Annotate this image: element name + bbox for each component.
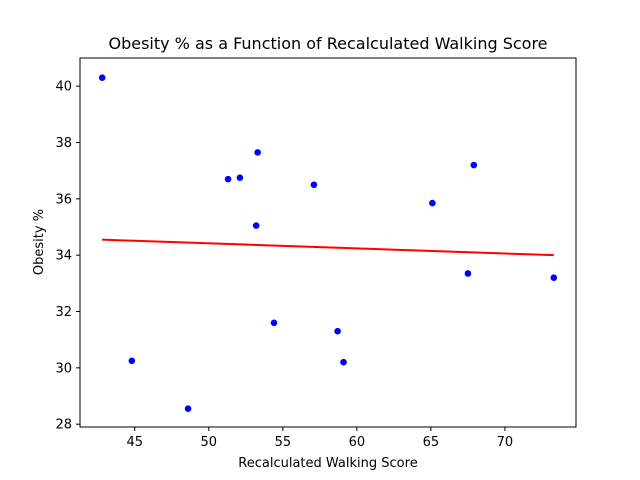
- x-tick-label: 55: [275, 435, 292, 450]
- data-point: [184, 405, 192, 412]
- data-point: [550, 274, 558, 282]
- x-axis-label: Recalculated Walking Score: [238, 456, 417, 471]
- data-point: [128, 357, 136, 365]
- y-axis-ticks: 28 30 32 34 36 38 40: [55, 80, 80, 433]
- x-tick-label: 50: [201, 435, 218, 450]
- y-tick-label: 36: [55, 192, 72, 207]
- data-point: [310, 181, 318, 189]
- y-tick-label: 32: [55, 305, 72, 320]
- data-point: [429, 199, 436, 207]
- chart-title: Obesity % as a Function of Recalculated …: [108, 34, 547, 53]
- plot-frame: [79, 57, 577, 428]
- y-tick-label: 40: [55, 80, 72, 95]
- plot-content: [98, 74, 558, 412]
- data-point: [236, 174, 244, 182]
- x-axis-ticks: 45 50 55 60 65 70: [127, 427, 514, 450]
- y-tick-label: 30: [55, 361, 72, 376]
- data-point: [334, 327, 341, 335]
- y-axis-label: Obesity %: [32, 209, 47, 275]
- data-point: [224, 175, 232, 183]
- data-point: [252, 222, 260, 229]
- data-point: [470, 161, 478, 169]
- data-point: [464, 270, 472, 277]
- y-tick-label: 28: [55, 418, 72, 433]
- x-tick-label: 70: [497, 435, 514, 450]
- data-point: [340, 358, 347, 366]
- y-tick-label: 38: [55, 136, 72, 151]
- x-tick-label: 65: [423, 435, 440, 450]
- data-point: [254, 149, 261, 156]
- data-point: [270, 319, 278, 327]
- data-point: [98, 74, 106, 82]
- y-tick-label: 34: [55, 249, 72, 264]
- x-tick-label: 60: [349, 435, 366, 450]
- trend-line: [102, 238, 554, 257]
- x-tick-label: 45: [127, 435, 144, 450]
